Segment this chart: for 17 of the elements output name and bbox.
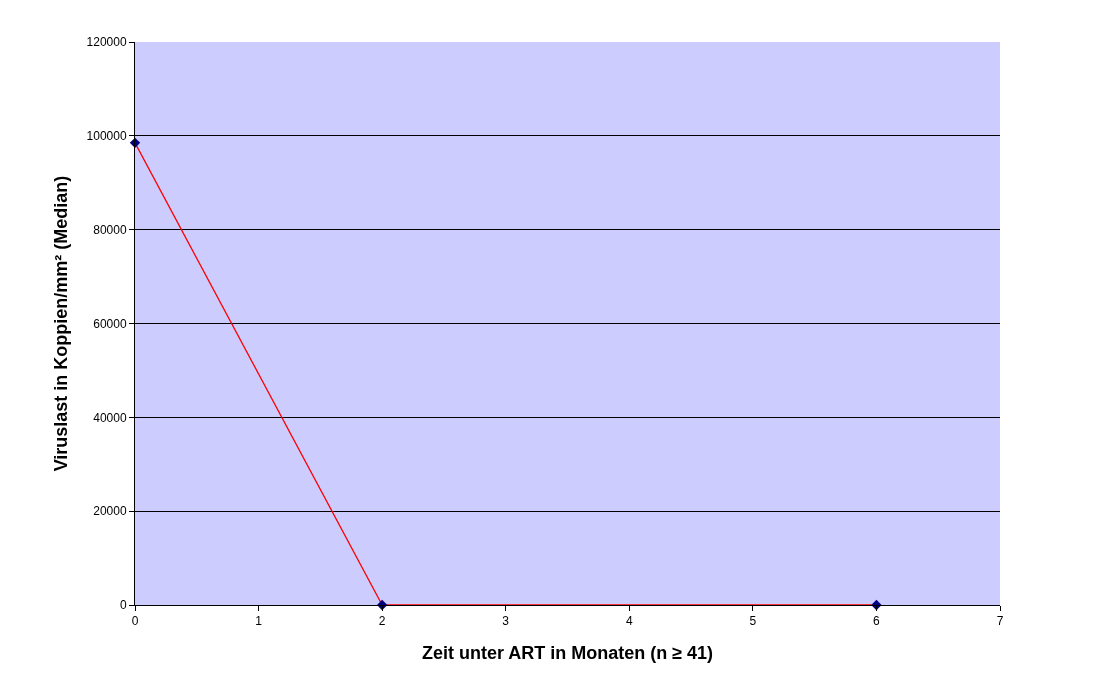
- y-tick-label: 0: [119, 598, 127, 613]
- x-axis-title: Zeit unter ART in Monaten (n ≥ 41): [421, 642, 714, 663]
- x-tick-label: 6: [873, 614, 881, 629]
- x-tick-label: 4: [625, 614, 633, 629]
- x-tick-label: 7: [996, 614, 1004, 629]
- x-tick-label: 5: [749, 614, 757, 629]
- x-tick-label: 3: [502, 614, 510, 629]
- y-tick-label: 80000: [93, 222, 127, 237]
- y-tick-label: 20000: [93, 504, 127, 519]
- x-tick-label: 0: [131, 614, 139, 629]
- y-tick-label: 60000: [93, 316, 127, 331]
- y-tick-label: 100000: [86, 129, 127, 144]
- y-axis-title: Viruslast in Koppien/mm² (Median): [50, 175, 71, 472]
- y-tick-label: 40000: [93, 410, 127, 425]
- y-tick-label: 120000: [86, 35, 127, 50]
- x-tick-label: 1: [255, 614, 263, 629]
- x-tick-label: 2: [378, 614, 386, 629]
